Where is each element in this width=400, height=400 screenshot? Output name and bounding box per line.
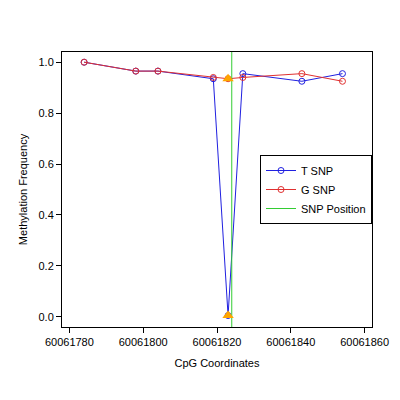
svg-text:0.8: 0.8: [39, 107, 54, 119]
svg-text:60061820: 60061820: [193, 336, 242, 348]
svg-text:0.4: 0.4: [39, 209, 54, 221]
svg-text:T SNP: T SNP: [301, 165, 333, 177]
svg-text:0.0: 0.0: [39, 311, 54, 323]
svg-text:60061860: 60061860: [340, 336, 389, 348]
svg-text:0.6: 0.6: [39, 158, 54, 170]
svg-text:0.2: 0.2: [39, 260, 54, 272]
svg-text:60061840: 60061840: [266, 336, 315, 348]
svg-text:1.0: 1.0: [39, 56, 54, 68]
svg-text:SNP Position: SNP Position: [301, 203, 366, 215]
svg-text:60061780: 60061780: [45, 336, 94, 348]
svg-text:Methylation Frequency: Methylation Frequency: [17, 133, 29, 245]
svg-text:60061800: 60061800: [119, 336, 168, 348]
svg-text:G SNP: G SNP: [301, 184, 335, 196]
svg-text:CpG Coordinates: CpG Coordinates: [175, 357, 260, 369]
